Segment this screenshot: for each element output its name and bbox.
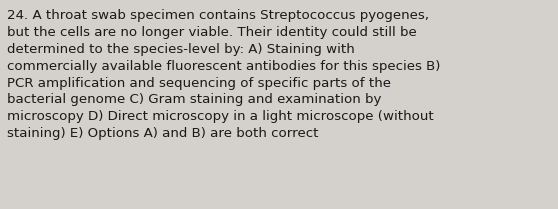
Text: 24. A throat swab specimen contains Streptococcus pyogenes,
but the cells are no: 24. A throat swab specimen contains Stre… [7, 9, 441, 140]
